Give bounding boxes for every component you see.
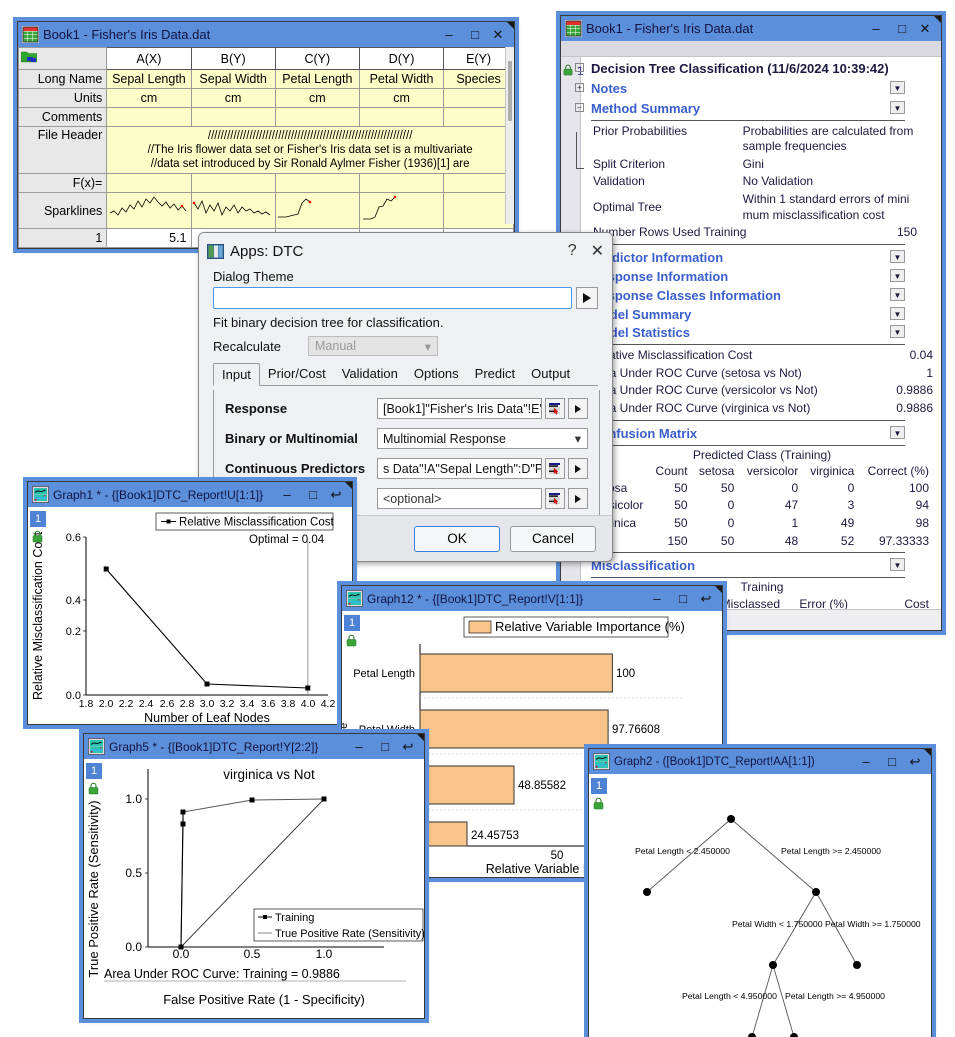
svg-text:Petal Length < 4.950000: Petal Length < 4.950000 [682,991,777,1001]
svg-text:3.6: 3.6 [261,698,276,710]
svg-text:3.0: 3.0 [200,698,215,710]
svg-text:True Positive Rate (Sensitivit: True Positive Rate (Sensitivity) [86,800,101,977]
svg-text:Area Under ROC Curve: Training: Area Under ROC Curve: Training = 0.9886 [104,967,340,981]
svg-text:1.0: 1.0 [316,947,333,961]
svg-text:Petal Width >= 1.750000: Petal Width >= 1.750000 [825,919,921,929]
svg-text:Petal Length >= 4.950000: Petal Length >= 4.950000 [785,991,885,1001]
svg-text:3.8: 3.8 [281,698,296,710]
svg-text:0.4: 0.4 [66,595,81,607]
svg-text:24.45753: 24.45753 [471,830,519,842]
svg-text:4.2: 4.2 [321,698,336,710]
svg-text:1.8: 1.8 [79,698,94,710]
svg-text:4.0: 4.0 [301,698,316,710]
svg-text:0.5: 0.5 [125,866,142,880]
svg-text:Optimal = 0.04: Optimal = 0.04 [249,534,325,546]
svg-text:0.0: 0.0 [125,940,142,954]
svg-text:Petal Width < 1.750000: Petal Width < 1.750000 [732,919,823,929]
svg-text:Relative Variable Importance (: Relative Variable Importance (%) [495,619,685,634]
svg-text:Petal Length >= 2.450000: Petal Length >= 2.450000 [781,846,881,856]
svg-text:False Positive Rate (1 - Speci: False Positive Rate (1 - Specificity) [163,992,365,1007]
svg-text:2.0: 2.0 [99,698,114,710]
svg-text:97.76608: 97.76608 [612,724,660,736]
svg-text:50: 50 [551,850,564,862]
svg-text:2.6: 2.6 [160,698,175,710]
svg-text:3.4: 3.4 [240,698,255,710]
svg-text:Petal Length: Petal Length [353,668,415,680]
svg-text:3.2: 3.2 [220,698,235,710]
svg-text:Number of Leaf Nodes: Number of Leaf Nodes [144,711,270,725]
svg-text:Relative Misclassification Cos: Relative Misclassification Cost [179,517,334,529]
svg-text:2.8: 2.8 [180,698,195,710]
svg-text:Petal Length < 2.450000: Petal Length < 2.450000 [635,846,730,856]
svg-text:True Positive Rate (Sensitivit: True Positive Rate (Sensitivity) [275,928,425,940]
svg-text:1.0: 1.0 [125,792,142,806]
svg-text:Training: Training [275,912,314,924]
svg-text:2.4: 2.4 [139,698,154,710]
svg-text:virginica vs Not: virginica vs Not [223,767,315,782]
svg-text:0.6: 0.6 [66,532,81,544]
svg-text:0.2: 0.2 [66,626,81,638]
svg-text:100: 100 [616,668,635,680]
svg-text:0.5: 0.5 [244,947,261,961]
svg-text:48.85582: 48.85582 [518,780,566,792]
svg-text:2.2: 2.2 [119,698,134,710]
svg-text:Relative Misclassification Cos: Relative Misclassification Cost [31,531,45,700]
